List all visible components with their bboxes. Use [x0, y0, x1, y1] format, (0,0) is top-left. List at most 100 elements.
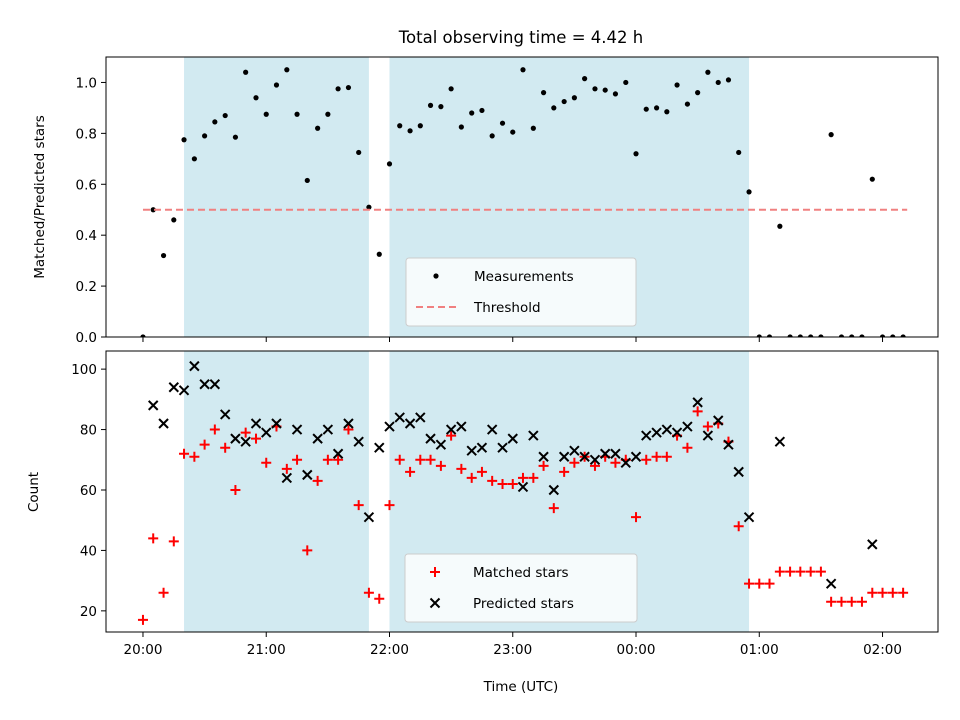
predicted-stars-point [189, 360, 200, 372]
matched-stars-point [168, 536, 179, 547]
matched-stars-point [384, 500, 395, 511]
predicted-stars-point [281, 472, 293, 484]
predicted-stars-point [148, 400, 159, 411]
matched-stars-point [343, 424, 354, 435]
matched-stars-point [137, 614, 148, 625]
measurement-point [150, 207, 156, 213]
measurement-point [736, 149, 742, 156]
matched-stars-point [651, 451, 662, 462]
matched-stars-point [292, 454, 303, 465]
measurement-point [253, 95, 259, 101]
measurement-point [808, 334, 814, 337]
predicted-stars-point [384, 421, 395, 432]
measurement-point [715, 79, 721, 86]
chart-title: Total observing time = 4.42 h [398, 28, 643, 47]
matched-stars-point [610, 457, 621, 468]
matched-stars-point [517, 472, 528, 483]
matched-stars-point [363, 587, 374, 598]
matched-stars-point [631, 512, 642, 523]
predicted-stars-point [353, 436, 364, 447]
matched-stars-point [661, 451, 672, 462]
predicted-stars-point [476, 442, 488, 453]
shaded-interval [184, 351, 369, 632]
measurement-point [232, 134, 239, 140]
matched-stars-point [682, 442, 693, 453]
matched-stars-point [281, 463, 292, 474]
matched-stars-point [559, 466, 570, 477]
x-axis-label: Time (UTC) [483, 679, 559, 695]
predicted-stars-point [158, 418, 169, 429]
axes-frame [105, 350, 939, 633]
measurement-point [766, 334, 773, 337]
predicted-stars-point [332, 448, 344, 459]
measurement-point [695, 90, 701, 96]
measurement-point [202, 133, 208, 139]
matched-stars-point [415, 454, 426, 465]
x-tick-label: 00:00 [617, 642, 656, 658]
measurement-point [479, 107, 485, 114]
measurement-point [499, 120, 506, 126]
measurement-point [653, 105, 660, 111]
measurement-point [828, 132, 834, 138]
matched-stars-point [795, 566, 806, 577]
matched-stars-point [877, 587, 888, 598]
bottom-panel: 20 40 60 80 100 20:00 21:00 22:00 23:00 00:00 01:0… [26, 350, 939, 658]
predicted-stars-point [620, 457, 631, 469]
y-tick-label: 60 [80, 483, 97, 499]
legend-label: Threshold [473, 300, 541, 316]
measurement-point [489, 133, 495, 139]
predicted-stars-point [661, 424, 673, 435]
measurement-point [212, 119, 218, 125]
matched-stars-point [507, 478, 518, 489]
predicted-stars-point [825, 578, 837, 589]
predicted-stars-point [589, 454, 601, 465]
measurement-point [397, 123, 403, 129]
measurement-point [530, 125, 536, 131]
measurement-point [900, 334, 906, 337]
predicted-stars-point [497, 442, 508, 453]
measurement-point [191, 156, 197, 162]
matched-stars-point [589, 460, 600, 471]
legend-handle [430, 567, 440, 577]
matched-stars-point [476, 466, 487, 477]
measurement-point [725, 77, 732, 83]
y-tick-label: 0.6 [76, 177, 97, 193]
matched-stars-point [189, 451, 200, 462]
matched-stars-point [456, 463, 467, 474]
measurement-point [386, 161, 393, 167]
y-tick-label: 80 [80, 423, 97, 439]
matched-stars-point [898, 587, 909, 598]
legend-handle [433, 273, 439, 279]
measurement-point [879, 334, 886, 337]
predicted-stars-point [558, 451, 570, 462]
predicted-stars-point [743, 511, 755, 523]
predicted-stars-point [733, 466, 744, 478]
matched-stars-point [251, 433, 262, 444]
measurement-point [171, 217, 177, 223]
measurement-point [469, 110, 475, 116]
measurement-point [140, 334, 146, 337]
y-tick-label: 1.0 [76, 75, 97, 91]
predicted-stars-point [271, 418, 282, 429]
measurement-point [561, 98, 567, 105]
matched-stars-point [887, 587, 898, 598]
y-axis-label: Matched/Predicted stars [32, 115, 48, 278]
x-tick-label: 01:00 [740, 642, 779, 658]
predicted-stars-point [651, 427, 662, 438]
matched-stars-point [785, 566, 796, 577]
matched-stars-point [569, 457, 580, 468]
measurement-point [756, 334, 762, 337]
matched-stars-point [733, 521, 744, 532]
measurement-point [243, 69, 249, 75]
measurement-point [787, 334, 793, 337]
measurement-point [304, 177, 310, 184]
predicted-stars-point [456, 421, 467, 432]
predicted-stars-point [404, 418, 416, 429]
predicted-stars-point [702, 430, 714, 441]
measurement-point [551, 105, 557, 111]
predicted-stars-point [692, 397, 703, 408]
predicted-stars-point [507, 433, 518, 444]
legend-box [404, 553, 638, 623]
predicted-stars-point [230, 433, 241, 444]
matched-stars-point [425, 454, 436, 465]
